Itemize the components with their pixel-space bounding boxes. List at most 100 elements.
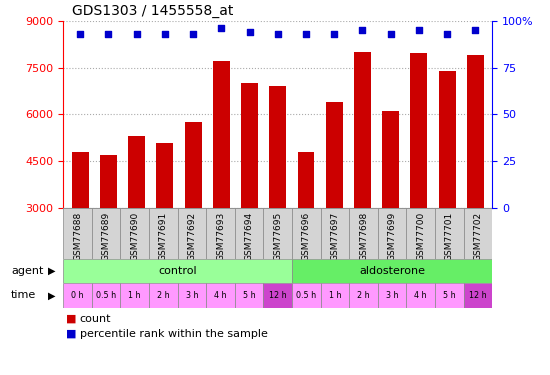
Bar <box>63 283 92 308</box>
Text: 4 h: 4 h <box>214 291 227 300</box>
Bar <box>349 208 378 259</box>
Bar <box>235 208 263 259</box>
Bar <box>241 83 258 302</box>
Text: 3 h: 3 h <box>186 291 198 300</box>
Point <box>471 27 480 33</box>
Bar <box>464 283 492 308</box>
Bar <box>63 259 292 283</box>
Point <box>358 27 367 33</box>
Point <box>161 31 169 37</box>
Point <box>132 31 141 37</box>
Text: ▶: ▶ <box>48 291 56 300</box>
Text: 1 h: 1 h <box>129 291 141 300</box>
Text: 5 h: 5 h <box>443 291 455 300</box>
Point <box>330 31 339 37</box>
Bar <box>464 208 492 259</box>
Bar <box>378 208 406 259</box>
Point <box>415 27 424 33</box>
Bar <box>292 283 321 308</box>
Bar <box>213 61 230 302</box>
Bar <box>406 283 435 308</box>
Point <box>217 25 226 31</box>
Text: GSM77696: GSM77696 <box>302 212 311 261</box>
Text: 4 h: 4 h <box>415 291 427 300</box>
Bar <box>72 152 89 302</box>
Bar <box>100 155 117 302</box>
Point <box>301 31 310 37</box>
Text: 5 h: 5 h <box>243 291 255 300</box>
Bar <box>410 54 427 302</box>
Text: 0.5 h: 0.5 h <box>296 291 316 300</box>
Bar <box>438 70 455 302</box>
Text: GSM77701: GSM77701 <box>445 212 454 261</box>
Bar <box>435 283 464 308</box>
Text: 1 h: 1 h <box>329 291 341 300</box>
Text: GSM77692: GSM77692 <box>188 212 196 261</box>
Text: GSM77688: GSM77688 <box>73 212 82 261</box>
Bar <box>467 55 484 302</box>
Bar <box>292 259 492 283</box>
Text: 3 h: 3 h <box>386 291 398 300</box>
Point <box>386 31 395 37</box>
Bar <box>178 208 206 259</box>
Bar <box>206 283 235 308</box>
Text: GSM77693: GSM77693 <box>216 212 225 261</box>
Text: ■: ■ <box>66 329 76 339</box>
Bar <box>270 86 286 302</box>
Text: GSM77700: GSM77700 <box>416 212 425 261</box>
Text: GSM77689: GSM77689 <box>102 212 111 261</box>
Bar <box>63 208 92 259</box>
Text: 12 h: 12 h <box>469 291 487 300</box>
Bar <box>156 142 173 302</box>
Bar <box>321 283 349 308</box>
Text: GSM77698: GSM77698 <box>359 212 368 261</box>
Text: ■: ■ <box>66 314 76 324</box>
Bar <box>378 283 406 308</box>
Text: GSM77697: GSM77697 <box>331 212 339 261</box>
Bar <box>382 111 399 302</box>
Text: GSM77702: GSM77702 <box>474 212 482 261</box>
Bar <box>178 283 206 308</box>
Text: GSM77690: GSM77690 <box>130 212 139 261</box>
Bar <box>235 283 263 308</box>
Text: GSM77695: GSM77695 <box>273 212 282 261</box>
Bar <box>354 52 371 302</box>
Point <box>273 31 282 37</box>
Bar <box>326 102 343 302</box>
Text: 2 h: 2 h <box>358 291 370 300</box>
Text: ▶: ▶ <box>48 266 56 276</box>
Bar <box>321 208 349 259</box>
Bar <box>185 122 201 302</box>
Text: 12 h: 12 h <box>269 291 287 300</box>
Bar <box>120 283 149 308</box>
Bar <box>298 152 315 302</box>
Bar <box>263 283 292 308</box>
Bar <box>92 208 120 259</box>
Text: agent: agent <box>11 266 43 276</box>
Text: GSM77699: GSM77699 <box>388 212 397 261</box>
Text: 0.5 h: 0.5 h <box>96 291 116 300</box>
Point <box>76 31 85 37</box>
Point <box>245 29 254 35</box>
Text: 2 h: 2 h <box>157 291 169 300</box>
Text: control: control <box>158 266 197 276</box>
Text: GSM77691: GSM77691 <box>159 212 168 261</box>
Bar <box>406 208 435 259</box>
Bar <box>92 283 120 308</box>
Point <box>104 31 113 37</box>
Bar <box>263 208 292 259</box>
Bar <box>149 283 178 308</box>
Point <box>443 31 452 37</box>
Text: count: count <box>80 314 111 324</box>
Bar <box>349 283 378 308</box>
Bar <box>292 208 321 259</box>
Bar <box>206 208 235 259</box>
Text: GSM77694: GSM77694 <box>245 212 254 261</box>
Bar <box>120 208 149 259</box>
Text: aldosterone: aldosterone <box>359 266 425 276</box>
Text: GDS1303 / 1455558_at: GDS1303 / 1455558_at <box>72 4 233 18</box>
Point <box>189 31 197 37</box>
Bar <box>149 208 178 259</box>
Text: 0 h: 0 h <box>72 291 84 300</box>
Bar <box>435 208 464 259</box>
